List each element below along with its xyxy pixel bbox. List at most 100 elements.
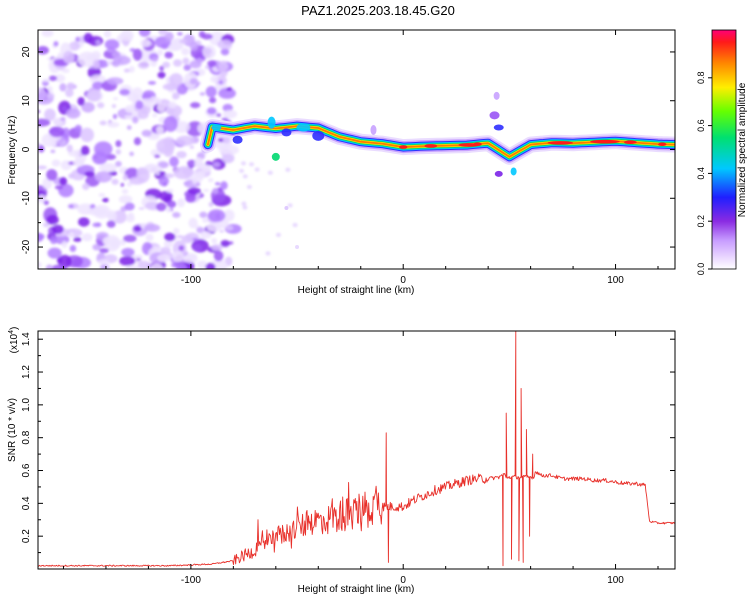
noise-blob [77,96,85,106]
noise-blob [202,188,210,193]
noise-blob [92,222,102,228]
ridge-blob [510,167,517,176]
noise-blob [38,118,51,127]
noise-blob [42,177,53,190]
noise-blob [42,222,50,228]
noise-blob [66,108,81,119]
noise-blob [168,101,177,109]
noise-blob [242,205,248,210]
snr-background [38,331,675,569]
noise-blob [205,86,217,98]
ridge [199,91,675,250]
noise-blob [175,135,195,146]
noise-blob [38,232,44,242]
noise-blob [141,93,153,99]
spectrogram-ytick-label: 10 [21,95,32,107]
ridge-peak [624,140,637,145]
snr-ytick-label: 1.4 [21,332,32,346]
noise-blob [99,247,109,254]
noise-blob [94,171,112,183]
noise-blob [164,232,176,242]
noise-blob [173,59,183,67]
noise-blob [50,149,56,154]
noise-blob [51,159,61,167]
noise-blob [163,239,173,248]
noise-blob [66,228,83,238]
noise-blob [113,97,119,101]
snr-series-line [38,331,675,567]
noise-blob [80,127,95,143]
snr-frame [37,330,676,570]
noise-blob [80,145,90,156]
noise-blob [207,60,217,68]
noise-blob [119,256,136,266]
noise-blob [50,264,67,269]
noise-blob [124,202,135,211]
noise-blob [177,198,186,208]
noise-blob [196,260,208,269]
spectrogram-ytick-label: -10 [21,191,32,206]
snr-xtick-label: -100 [181,575,201,586]
noise-blob [61,240,68,249]
noise-blob [124,167,140,180]
noise-blob [51,224,64,234]
noise-blob [106,220,116,228]
noise-blob [111,51,121,59]
noise-blob [69,231,75,238]
noise-blob [164,31,174,42]
noise-blob [73,237,82,242]
noise-blob [192,237,199,242]
noise-blob [102,197,109,203]
noise-blob [38,46,49,55]
ridge-blob [295,245,300,250]
noise-blob [165,207,171,213]
noise-blob [53,41,59,47]
noise-blob [49,126,65,138]
noise-blob [218,144,240,155]
snr-ylabel: SNR (10 * v/v) [7,398,18,462]
noise-blob [211,238,218,244]
noise-blob [59,177,68,186]
noise-blob [38,261,42,268]
noise-blob [138,207,145,210]
noise-blob [44,108,56,121]
noise-blob [38,144,45,153]
snr-ytick-label: 1.2 [21,365,32,379]
noise-blob [132,116,139,124]
spectrogram-ytick-label: -20 [21,239,32,254]
noise-blob [155,202,167,212]
noise-blob [201,33,213,40]
snr-xtick-label: 0 [400,575,406,586]
noise-blob [57,254,72,269]
noise-blob [120,182,125,187]
noise-blob [131,87,143,101]
noise-blob [121,247,135,257]
noise-blob [115,160,122,167]
noise-blob [38,110,41,113]
noise-blob [212,187,219,194]
snr-xlabel: Height of straight line (km) [298,584,415,595]
noise-blob [163,115,178,132]
noise-blob [150,60,158,67]
spectrogram-xtick-label: 100 [607,275,624,286]
noise-blob [188,217,198,229]
noise-blob [68,41,80,51]
noise-blob [123,234,137,243]
noise-blob [137,61,150,69]
noise-blob [74,124,82,133]
noise-blob [133,137,142,146]
noise-blob [267,170,273,175]
noise-blob [187,159,197,168]
noise-blob [47,85,53,93]
noise-blobs [38,30,298,269]
spectrogram-ylabel: Frequency (Hz) [7,116,18,185]
noise-blob [48,75,58,82]
noise-blob [292,223,298,228]
noise-blob [121,188,129,194]
noise-blob [285,167,291,172]
snr-ytick-label: 0.8 [21,430,32,444]
noise-blob [46,169,58,181]
noise-blob [192,177,198,185]
ridge-blob [370,124,377,135]
